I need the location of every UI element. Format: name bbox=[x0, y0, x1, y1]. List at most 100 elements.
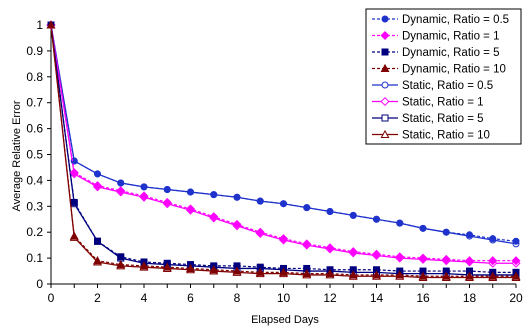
legend-item: Dynamic, Ratio = 5 bbox=[372, 47, 499, 59]
data-point bbox=[303, 204, 311, 212]
y-tick-label: 0.8 bbox=[26, 70, 43, 84]
data-point bbox=[69, 231, 79, 240]
x-tick-label: 18 bbox=[463, 291, 477, 305]
y-tick-label: 0.3 bbox=[26, 199, 43, 213]
data-point bbox=[371, 249, 382, 259]
data-point bbox=[348, 270, 358, 279]
legend-item: Static, Ratio = 1 bbox=[372, 97, 484, 109]
data-point bbox=[302, 239, 312, 249]
legend-label: Dynamic, Ratio = 1 bbox=[402, 31, 499, 43]
data-point bbox=[396, 219, 404, 227]
data-point bbox=[210, 191, 218, 199]
legend-label: Dynamic, Ratio = 10 bbox=[402, 64, 506, 76]
data-point bbox=[441, 271, 451, 280]
data-point bbox=[117, 179, 125, 187]
data-point bbox=[465, 271, 474, 280]
data-point bbox=[94, 237, 101, 245]
data-point bbox=[381, 114, 389, 122]
data-point bbox=[381, 48, 389, 56]
data-point bbox=[381, 15, 389, 23]
series-layer bbox=[46, 20, 521, 282]
x-tick-label: 10 bbox=[277, 291, 291, 305]
data-point bbox=[466, 231, 473, 239]
legend-label: Static, Ratio = 1 bbox=[402, 97, 484, 109]
data-point bbox=[279, 267, 288, 276]
series-dynamic-ratio-1 bbox=[46, 20, 521, 266]
data-point bbox=[395, 270, 405, 279]
legend-label: Static, Ratio = 5 bbox=[402, 113, 484, 125]
data-point bbox=[117, 253, 125, 261]
data-point bbox=[380, 96, 390, 107]
x-tick-label: 8 bbox=[234, 291, 241, 305]
data-point bbox=[46, 20, 56, 29]
series-line bbox=[50, 24, 517, 242]
legend-item: Static, Ratio = 10 bbox=[372, 130, 490, 142]
legend-item: Dynamic, Ratio = 10 bbox=[372, 64, 506, 76]
data-point bbox=[116, 259, 126, 269]
data-point bbox=[380, 129, 390, 138]
data-point bbox=[255, 267, 265, 276]
data-point bbox=[512, 237, 520, 245]
data-point bbox=[233, 193, 241, 201]
x-tick-label: 14 bbox=[370, 291, 384, 305]
x-tick-label: 0 bbox=[48, 291, 55, 305]
data-point bbox=[488, 256, 498, 266]
data-point bbox=[116, 186, 126, 196]
data-point bbox=[488, 271, 498, 280]
data-point bbox=[232, 266, 242, 275]
data-point bbox=[139, 191, 149, 201]
data-point bbox=[380, 30, 390, 41]
legend-box bbox=[365, 8, 522, 145]
data-point bbox=[380, 63, 390, 72]
y-tick-label: 1 bbox=[36, 18, 43, 32]
y-tick-label: 0.5 bbox=[26, 148, 43, 162]
data-point bbox=[489, 235, 497, 243]
legend-item: Static, Ratio = 5 bbox=[372, 113, 484, 125]
data-point bbox=[256, 197, 264, 205]
y-axis-title: Average Relative Error bbox=[11, 100, 23, 211]
series-line bbox=[50, 24, 516, 262]
data-point bbox=[185, 204, 196, 214]
data-point bbox=[70, 198, 78, 206]
legend: Dynamic, Ratio = 0.5 Dynamic, Ratio = 1 Dy… bbox=[365, 8, 522, 145]
data-point bbox=[278, 234, 289, 244]
data-point bbox=[372, 270, 381, 279]
legend-label: Static, Ratio = 10 bbox=[402, 130, 490, 142]
x-tick-label: 4 bbox=[141, 291, 148, 305]
data-point bbox=[464, 256, 475, 266]
y-tick-label: 0.9 bbox=[26, 44, 43, 58]
data-point bbox=[349, 211, 357, 219]
x-tick-label: 2 bbox=[94, 291, 101, 305]
data-point bbox=[441, 254, 451, 264]
legend-label: Dynamic, Ratio = 5 bbox=[402, 47, 499, 59]
data-point bbox=[373, 215, 380, 223]
data-point bbox=[209, 212, 219, 222]
data-point bbox=[418, 253, 428, 263]
legend-label: Static, Ratio = 0.5 bbox=[402, 80, 493, 92]
data-point bbox=[69, 168, 79, 178]
data-point bbox=[418, 271, 428, 280]
data-point bbox=[162, 197, 172, 207]
data-point bbox=[232, 219, 242, 229]
data-point bbox=[419, 224, 427, 232]
data-point bbox=[92, 181, 103, 191]
x-tick-label: 6 bbox=[187, 291, 194, 305]
data-point bbox=[94, 170, 101, 178]
series-dynamic-ratio-10 bbox=[46, 20, 521, 280]
data-point bbox=[186, 263, 195, 272]
data-point bbox=[395, 252, 405, 262]
data-point bbox=[348, 247, 358, 257]
data-point bbox=[325, 268, 335, 278]
y-tick-label: 0 bbox=[36, 277, 43, 291]
axes: 00.10.20.30.40.50.60.70.80.910 2 4 6 8 10 12 14… bbox=[26, 18, 523, 305]
data-point bbox=[381, 81, 389, 89]
legend-item: Dynamic, Ratio = 1 bbox=[372, 31, 499, 43]
legend-label: Dynamic, Ratio = 0.5 bbox=[402, 14, 509, 26]
y-tick-label: 0.2 bbox=[26, 225, 43, 239]
y-tick-label: 0.1 bbox=[26, 251, 43, 265]
legend-item: Static, Ratio = 0.5 bbox=[372, 80, 493, 92]
y-tick-label: 0.7 bbox=[26, 96, 43, 110]
data-point bbox=[326, 207, 334, 215]
data-point bbox=[209, 265, 219, 274]
